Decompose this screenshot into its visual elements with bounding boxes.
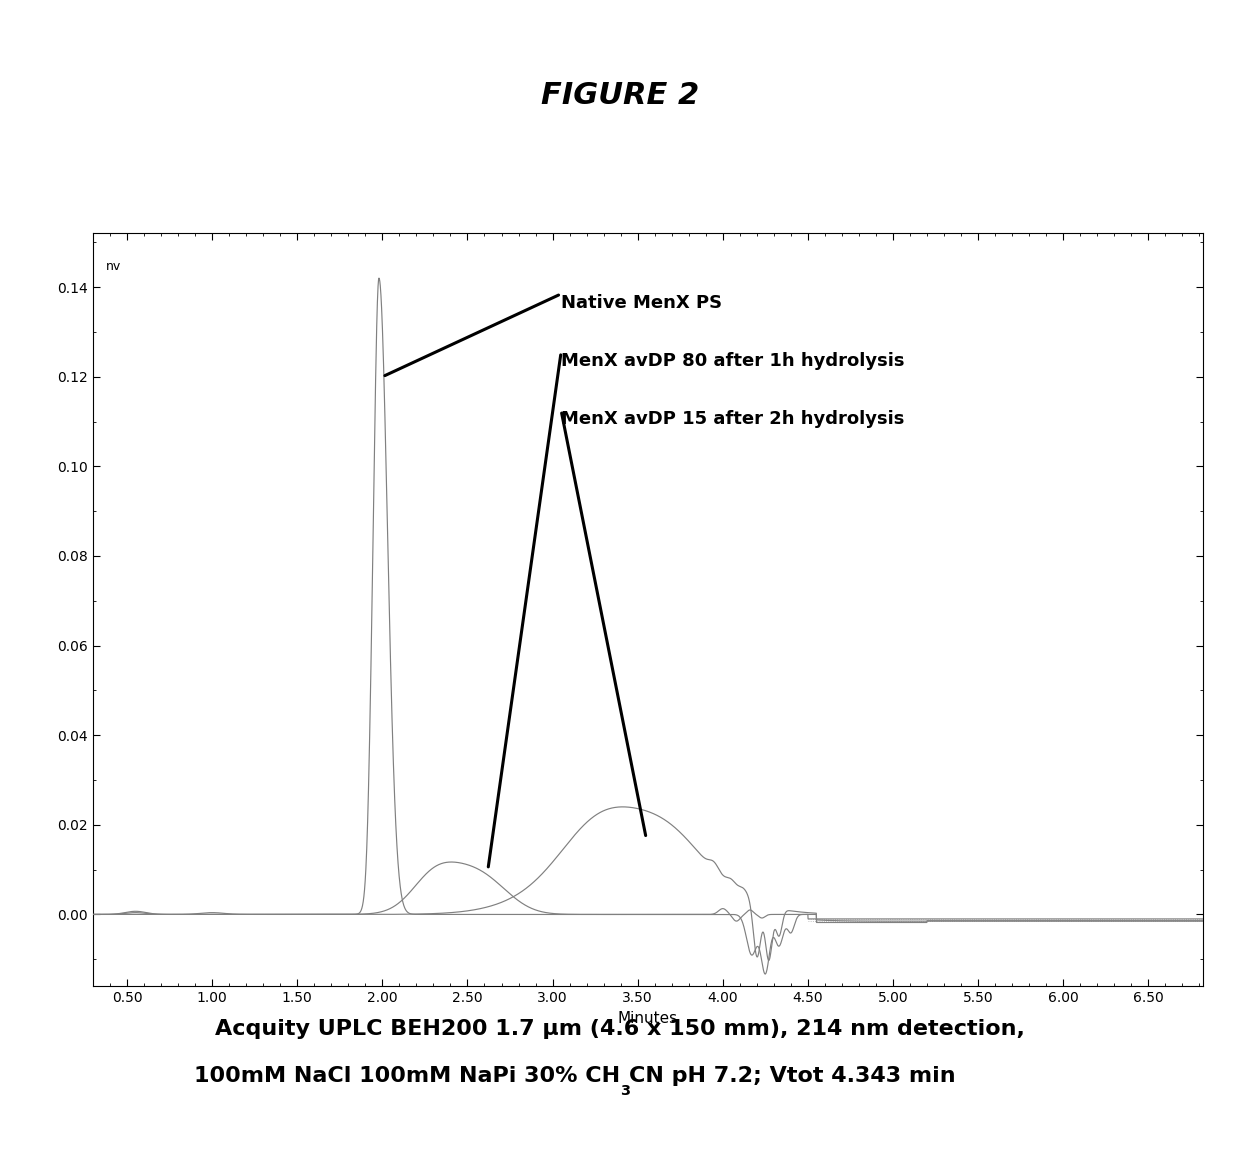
X-axis label: Minutes: Minutes bbox=[618, 1011, 678, 1026]
Text: 100mM NaCl 100mM NaPi 30% CH: 100mM NaCl 100mM NaPi 30% CH bbox=[193, 1065, 620, 1085]
Text: nv: nv bbox=[107, 260, 122, 273]
Text: 3: 3 bbox=[620, 1084, 630, 1098]
Text: Native MenX PS: Native MenX PS bbox=[560, 294, 722, 312]
Text: MenX avDP 80 after 1h hydrolysis: MenX avDP 80 after 1h hydrolysis bbox=[560, 352, 905, 370]
Text: CN pH 7.2; Vtot 4.343 min: CN pH 7.2; Vtot 4.343 min bbox=[629, 1065, 955, 1085]
Text: Acquity UPLC BEH200 1.7 μm (4.6 x 150 mm), 214 nm detection,: Acquity UPLC BEH200 1.7 μm (4.6 x 150 mm… bbox=[215, 1019, 1025, 1040]
Text: FIGURE 2: FIGURE 2 bbox=[541, 82, 699, 110]
Text: MenX avDP 15 after 2h hydrolysis: MenX avDP 15 after 2h hydrolysis bbox=[560, 411, 904, 428]
